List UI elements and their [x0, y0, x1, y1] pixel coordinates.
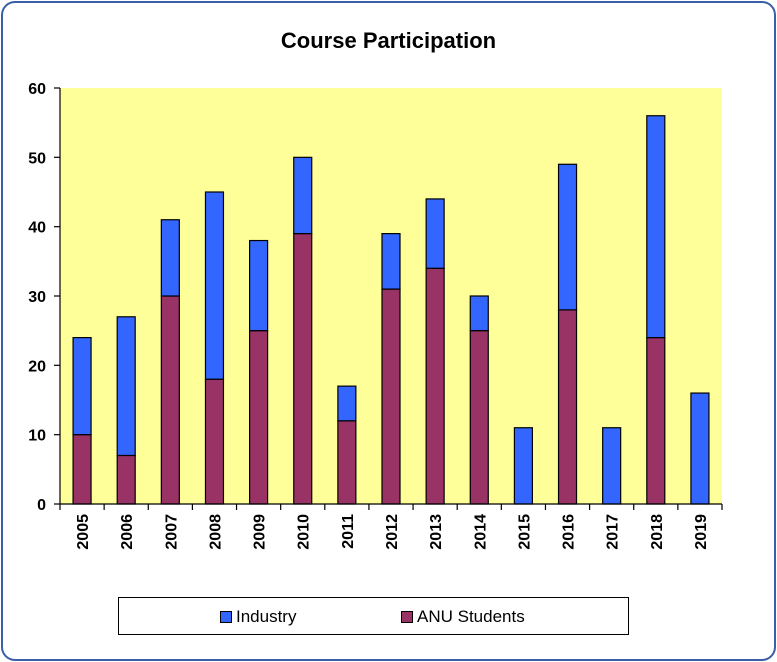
x-tick-label-2014: 2014: [472, 514, 489, 550]
bar-industry-2010: [293, 156, 313, 235]
bar-anu-students-2018: [646, 337, 666, 505]
x-tick-label-2006: 2006: [119, 514, 136, 550]
bar-anu-students-2012: [381, 288, 401, 505]
x-tick-label-2009: 2009: [252, 514, 269, 550]
bar-industry-2005: [72, 337, 92, 436]
bar-industry-2011: [337, 385, 357, 422]
x-tick-label-2010: 2010: [296, 514, 313, 550]
legend-swatch-industry: [220, 611, 232, 623]
x-tick-label-2008: 2008: [207, 514, 224, 550]
y-tick-label: 30: [28, 289, 46, 306]
y-tick-label: 40: [28, 220, 46, 237]
y-tick-label: 50: [28, 150, 46, 167]
bar-anu-students-2006: [116, 454, 136, 505]
x-tick-label-2016: 2016: [561, 514, 578, 550]
bar-anu-students-2016: [557, 309, 578, 505]
bar-anu-students-2011: [337, 420, 357, 505]
legend-label-industry: Industry: [236, 607, 297, 626]
bar-anu-students-2005: [72, 434, 92, 505]
y-tick-label: 10: [28, 428, 46, 445]
bar-industry-2009: [249, 239, 269, 332]
x-tick-label-2011: 2011: [340, 514, 357, 549]
bar-industry-2007: [160, 219, 180, 297]
bar-industry-2017: [602, 427, 622, 505]
x-tick-label-2019: 2019: [693, 514, 710, 550]
bar-industry-2018: [646, 115, 666, 339]
y-tick-label: 20: [28, 358, 46, 375]
x-tick-label-2013: 2013: [428, 514, 445, 550]
legend-label-anu-students: ANU Students: [417, 607, 525, 626]
bar-anu-students-2014: [469, 330, 489, 505]
chart-title: Course Participation: [280, 28, 497, 53]
legend-item-anu-students: ANU Students: [401, 608, 525, 626]
bar-industry-2006: [116, 316, 136, 457]
bar-industry-2019: [690, 392, 710, 505]
bar-anu-students-2008: [204, 378, 225, 505]
bar-industry-2016: [557, 163, 578, 311]
x-tick-label-2005: 2005: [75, 514, 92, 550]
x-tick-label-2012: 2012: [384, 514, 401, 550]
bar-industry-2012: [381, 233, 401, 290]
legend-swatch-anu-students: [401, 611, 413, 623]
bar-anu-students-2010: [293, 233, 313, 505]
bar-industry-2013: [425, 198, 445, 269]
x-tick-label-2015: 2015: [516, 514, 533, 550]
bar-anu-students-2013: [425, 267, 445, 505]
y-tick-label: 0: [37, 497, 46, 514]
bar-industry-2008: [204, 191, 225, 380]
bar-industry-2014: [469, 295, 489, 332]
bar-anu-students-2009: [249, 330, 269, 505]
y-tick-label: 60: [28, 81, 46, 98]
x-tick-label-2007: 2007: [163, 514, 180, 550]
bar-industry-2015: [513, 427, 534, 505]
x-tick-label-2017: 2017: [605, 514, 622, 550]
chart-legend: Industry ANU Students: [118, 597, 629, 635]
x-tick-label-2018: 2018: [649, 514, 666, 550]
legend-item-industry: Industry: [220, 608, 296, 626]
bar-anu-students-2007: [160, 295, 180, 505]
